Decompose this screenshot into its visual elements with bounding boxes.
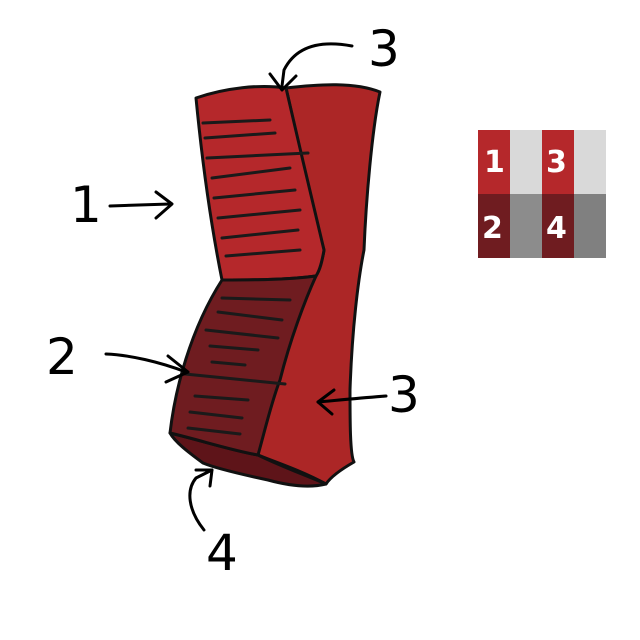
stripe — [210, 360, 247, 367]
swatch-1-gray — [510, 130, 542, 194]
arrowhead-face-4 — [194, 468, 214, 488]
swatch-1-label: 1 — [484, 145, 505, 180]
stripe — [205, 151, 310, 160]
face-1-stripes — [201, 118, 310, 258]
swatch-4-label: 4 — [546, 211, 567, 246]
swatch-3-gray — [574, 130, 606, 194]
block-drawing — [168, 83, 382, 488]
arrowhead-face-3-top — [268, 72, 298, 92]
stripe — [220, 228, 300, 240]
stripe — [212, 188, 297, 200]
swatch-2-color — [478, 194, 510, 258]
swatch-3-color — [542, 130, 574, 194]
stripe — [224, 248, 302, 258]
swatch-3-label: 3 — [546, 145, 567, 180]
stripe — [208, 344, 260, 352]
face-2-stripes — [183, 296, 292, 436]
stripe — [201, 118, 272, 125]
arrow-face-4 — [188, 468, 214, 532]
callout-arrows — [104, 42, 388, 532]
shade-legend: 1 3 2 4 — [478, 130, 606, 258]
arrowhead-face-2 — [164, 354, 190, 384]
stripe — [186, 426, 242, 436]
callout-label-2: 2 — [46, 328, 78, 386]
callout-label-3-side: 3 — [388, 366, 420, 424]
arrowhead-face-1 — [154, 190, 174, 220]
stripe — [193, 394, 250, 402]
arrow-face-3-top — [280, 42, 354, 88]
stripe — [183, 372, 287, 386]
swatch-2-label: 2 — [482, 211, 503, 246]
stripe — [220, 296, 292, 302]
callout-label-3-top: 3 — [368, 20, 400, 78]
arrowhead-face-3-side — [316, 388, 336, 416]
callout-label-1: 1 — [70, 176, 102, 234]
swatch-2-gray — [510, 194, 542, 258]
stripe — [188, 410, 244, 420]
swatch-1-color — [478, 130, 510, 194]
stripe — [216, 310, 284, 322]
arrow-face-1 — [108, 202, 172, 208]
stripe — [216, 208, 302, 220]
swatch-4-color — [542, 194, 574, 258]
stripe — [210, 166, 292, 180]
callout-label-4: 4 — [206, 524, 238, 582]
swatch-4-gray — [574, 194, 606, 258]
arrow-face-3-side — [316, 394, 388, 404]
arrow-face-2 — [104, 352, 188, 374]
stripe — [204, 328, 280, 340]
stripe — [203, 131, 277, 140]
